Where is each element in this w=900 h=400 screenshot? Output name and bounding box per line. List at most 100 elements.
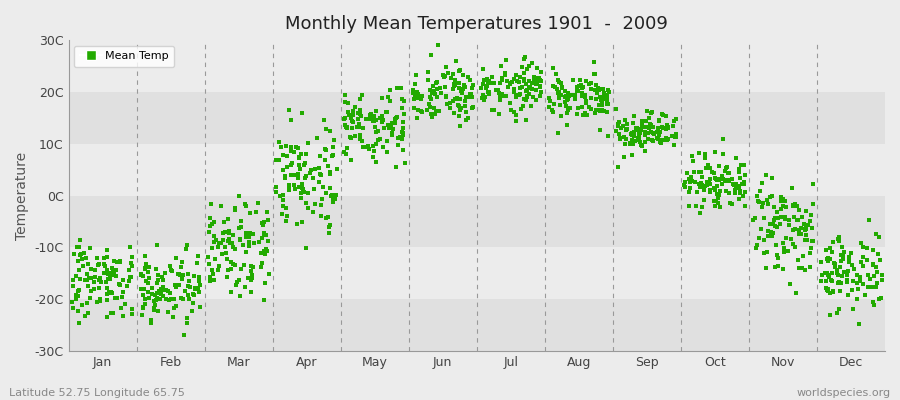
Point bbox=[800, 222, 814, 228]
Point bbox=[682, 176, 697, 183]
Point bbox=[841, 268, 855, 274]
Point bbox=[734, 181, 749, 188]
Point bbox=[381, 122, 395, 128]
Point bbox=[273, 193, 287, 199]
Point bbox=[698, 151, 712, 157]
Point bbox=[388, 120, 402, 126]
Point bbox=[761, 228, 776, 234]
Point bbox=[407, 105, 421, 111]
Point bbox=[346, 119, 360, 125]
Point bbox=[642, 125, 656, 132]
Point bbox=[93, 297, 107, 304]
Point bbox=[374, 119, 389, 126]
Point bbox=[458, 84, 473, 90]
Point bbox=[765, 193, 779, 199]
Point bbox=[88, 274, 103, 280]
Point bbox=[823, 245, 837, 251]
Text: worldspecies.org: worldspecies.org bbox=[796, 388, 891, 398]
Point bbox=[845, 287, 859, 294]
Point bbox=[561, 91, 575, 97]
Point bbox=[757, 250, 771, 256]
Point bbox=[338, 116, 352, 122]
Point bbox=[786, 241, 800, 247]
Point bbox=[202, 229, 216, 235]
Point bbox=[578, 92, 592, 98]
Point bbox=[633, 129, 647, 136]
Point bbox=[343, 134, 357, 140]
Point bbox=[262, 271, 276, 277]
Point bbox=[78, 255, 93, 262]
Point bbox=[140, 280, 155, 287]
Point bbox=[75, 301, 89, 308]
Point bbox=[299, 200, 313, 207]
Point bbox=[456, 82, 471, 88]
Point bbox=[426, 83, 440, 90]
Point bbox=[776, 266, 790, 272]
Point bbox=[429, 86, 444, 92]
Point bbox=[669, 134, 683, 140]
Point bbox=[308, 166, 322, 173]
Point bbox=[233, 237, 248, 243]
Point bbox=[376, 144, 391, 150]
Point bbox=[70, 244, 85, 250]
Point bbox=[295, 110, 310, 116]
Point bbox=[617, 134, 632, 140]
Point bbox=[90, 298, 104, 305]
Point bbox=[326, 143, 340, 150]
Point bbox=[866, 262, 880, 268]
Point bbox=[100, 290, 114, 297]
Point bbox=[752, 235, 766, 241]
Point bbox=[193, 304, 207, 310]
Point bbox=[68, 251, 82, 257]
Point bbox=[699, 165, 714, 171]
Point bbox=[176, 272, 190, 278]
Point bbox=[499, 93, 513, 100]
Point bbox=[213, 240, 228, 246]
Point bbox=[261, 238, 275, 245]
Point bbox=[599, 96, 614, 102]
Point bbox=[806, 201, 820, 208]
Point bbox=[797, 220, 812, 227]
Point bbox=[293, 195, 308, 201]
Point bbox=[113, 258, 128, 264]
Point bbox=[385, 130, 400, 137]
Point bbox=[662, 125, 676, 131]
Point bbox=[144, 285, 158, 292]
Point bbox=[321, 230, 336, 236]
Point bbox=[150, 307, 165, 314]
Point bbox=[716, 176, 730, 182]
Point bbox=[433, 84, 447, 91]
Point bbox=[518, 54, 533, 60]
Point bbox=[174, 294, 188, 301]
Point bbox=[338, 124, 353, 130]
Point bbox=[707, 174, 722, 181]
Point bbox=[361, 143, 375, 150]
Point bbox=[482, 88, 497, 95]
Point bbox=[570, 84, 584, 90]
Point bbox=[112, 282, 127, 288]
Point bbox=[314, 212, 328, 219]
Point bbox=[353, 107, 367, 114]
Point bbox=[255, 260, 269, 266]
Point bbox=[752, 198, 767, 205]
Point bbox=[181, 292, 195, 298]
Point bbox=[207, 233, 221, 239]
Point bbox=[517, 70, 531, 76]
Point bbox=[232, 193, 247, 199]
Point bbox=[670, 134, 684, 140]
Point bbox=[392, 133, 407, 140]
Point bbox=[396, 147, 410, 154]
Point bbox=[287, 186, 302, 192]
Point bbox=[202, 274, 217, 280]
Point bbox=[852, 321, 867, 328]
Point bbox=[584, 85, 598, 92]
Point bbox=[832, 234, 846, 240]
Point bbox=[147, 305, 161, 311]
Point bbox=[295, 185, 310, 191]
Point bbox=[221, 236, 236, 242]
Point bbox=[288, 144, 302, 150]
Point bbox=[481, 88, 495, 95]
Point bbox=[568, 95, 582, 102]
Point bbox=[448, 81, 463, 88]
Point bbox=[259, 231, 274, 238]
